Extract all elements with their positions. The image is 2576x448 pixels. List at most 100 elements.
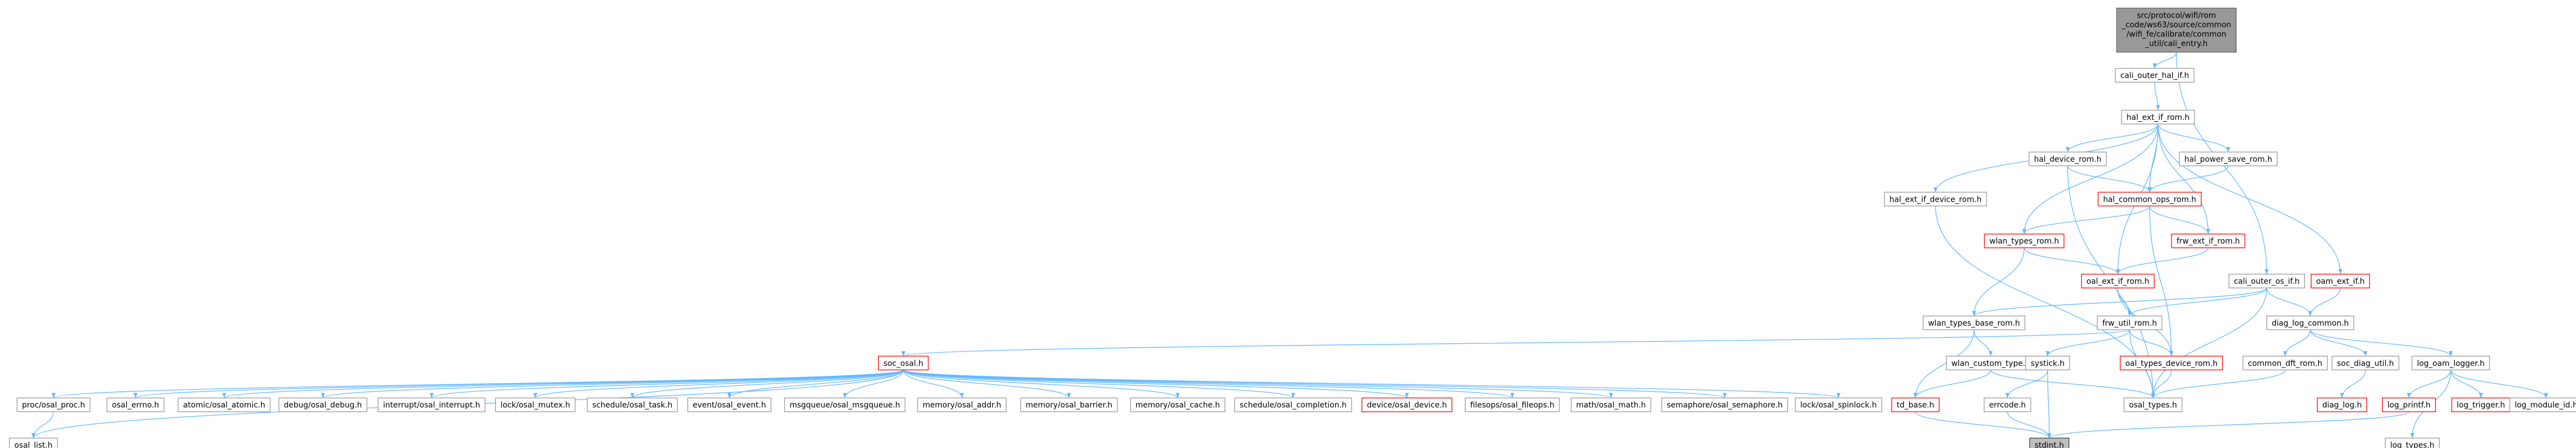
- edge: [2022, 124, 2159, 234]
- node-box: [2121, 110, 2195, 125]
- edge: [1915, 411, 2051, 439]
- node-box: [2098, 192, 2202, 207]
- node: wlan_types_rom.h: [1984, 234, 2065, 249]
- node-label: log_trigger.h: [2457, 401, 2505, 410]
- edge: [2065, 123, 2159, 153]
- node-label: atomic/osal_atomic.h: [183, 401, 265, 410]
- node-box: [2025, 355, 2070, 370]
- node: lock/osal_mutex.h: [495, 397, 576, 412]
- node-box: [2411, 355, 2490, 370]
- node-label: wlan_types_rom.h: [1989, 237, 2059, 246]
- node-box: [17, 397, 91, 412]
- node-box: [784, 397, 906, 412]
- node: soc_diag_util.h: [2331, 355, 2400, 370]
- node-box: [1946, 355, 2035, 370]
- node-box: [2171, 234, 2245, 249]
- node-label: _util/cali_entry.h: [2145, 40, 2207, 48]
- node-box: [917, 397, 1007, 412]
- edge: [903, 369, 1727, 398]
- node-label: memory/osal_addr.h: [922, 401, 1001, 410]
- node-label: msgqueue/osal_msgqueue.h: [790, 401, 900, 410]
- node-box: [2316, 397, 2368, 412]
- node-label: lock/osal_spinlock.h: [1800, 401, 1877, 410]
- node-box: [2381, 397, 2436, 412]
- node-box: [687, 397, 771, 412]
- node: log_trigger.h: [2451, 397, 2510, 412]
- node-box: [1984, 397, 2032, 412]
- node: memory/osal_barrier.h: [1020, 397, 1118, 412]
- node-box: [2509, 397, 2576, 412]
- node-box: [1020, 397, 1118, 412]
- node: wlan_types_base_rom.h: [1922, 315, 2026, 331]
- node-box: [2029, 438, 2070, 448]
- node: msgqueue/osal_msgqueue.h: [784, 397, 906, 412]
- edge: [2149, 206, 2174, 357]
- edge: [52, 369, 904, 398]
- node-label: osal_list.h: [14, 441, 52, 448]
- node-label: wlan_custom_type.h: [1951, 359, 2030, 368]
- node: debug/osal_debug.h: [278, 397, 368, 412]
- node-label: oal_types_device_rom.h: [2125, 359, 2218, 368]
- node-box: [1661, 397, 1788, 412]
- node-label: hal_common_ops_rom.h: [2103, 195, 2196, 204]
- node-box: [1884, 192, 1987, 207]
- node: hal_power_save_rom.h: [2179, 152, 2278, 166]
- node-box: [278, 397, 368, 412]
- edge: [843, 370, 904, 398]
- node-label: log_module_id.h: [2515, 401, 2576, 410]
- node-label: semaphore/osal_semaphore.h: [1667, 401, 1783, 410]
- edge: [2045, 330, 2130, 357]
- edge: [2450, 370, 2483, 398]
- node-box: [1570, 397, 1651, 412]
- node-label: td_base.h: [1897, 401, 1934, 410]
- node: hal_common_ops_rom.h: [2098, 192, 2202, 207]
- edge: [2047, 370, 2051, 439]
- edge: [2023, 247, 2120, 274]
- node-box: [377, 397, 486, 412]
- edge: [2007, 412, 2051, 439]
- node-box: [2310, 273, 2370, 289]
- node-box: [1795, 397, 1882, 412]
- node-box: [1361, 397, 1452, 412]
- node-label: hal_device_rom.h: [2034, 155, 2101, 164]
- edge: [429, 369, 904, 398]
- edge: [321, 369, 904, 398]
- node: systick.h: [2025, 355, 2070, 370]
- node-label: osal_errno.h: [112, 401, 159, 410]
- node-label: frw_ext_if_rom.h: [2177, 237, 2240, 246]
- node-label: debug/osal_debug.h: [284, 401, 362, 410]
- node: soc_osal.h: [878, 355, 929, 370]
- edge: [2154, 82, 2161, 111]
- node-label: cali_outer_os_if.h: [2234, 277, 2299, 286]
- node-label: log_types.h: [2390, 441, 2434, 448]
- edge: [630, 369, 904, 398]
- edge: [2147, 124, 2159, 192]
- node-box: [1130, 397, 1225, 412]
- edge: [2149, 206, 2211, 234]
- edge: [2022, 206, 2150, 234]
- edge: [2116, 247, 2209, 274]
- edge: [903, 369, 1514, 398]
- node-box: [2124, 397, 2183, 412]
- node-box: [2115, 68, 2195, 83]
- edge: [903, 369, 1409, 398]
- node: td_base.h: [1891, 397, 1940, 412]
- node-box: [1922, 315, 2026, 331]
- node: log_oam_logger.h: [2411, 355, 2490, 370]
- node-box: [878, 355, 929, 370]
- node-label: device/osal_device.h: [1367, 401, 1447, 410]
- node-label: diag_log.h: [2322, 401, 2362, 410]
- node-box: [2028, 152, 2107, 166]
- edge: [2157, 124, 2211, 234]
- node-box: [1234, 397, 1352, 412]
- node-label: common_dft_rom.h: [2248, 359, 2323, 368]
- node: errcode.h: [1984, 397, 2032, 412]
- edge: [2129, 330, 2174, 357]
- node-box: [1465, 397, 1560, 412]
- node: oal_ext_if_rom.h: [2081, 273, 2155, 289]
- node-label: hal_ext_if_device_rom.h: [1889, 195, 1981, 204]
- node: hal_ext_if_device_rom.h: [1884, 192, 1987, 207]
- node-label: /wifi_fe/calibrate/common: [2126, 30, 2226, 39]
- node-box: [2116, 7, 2237, 53]
